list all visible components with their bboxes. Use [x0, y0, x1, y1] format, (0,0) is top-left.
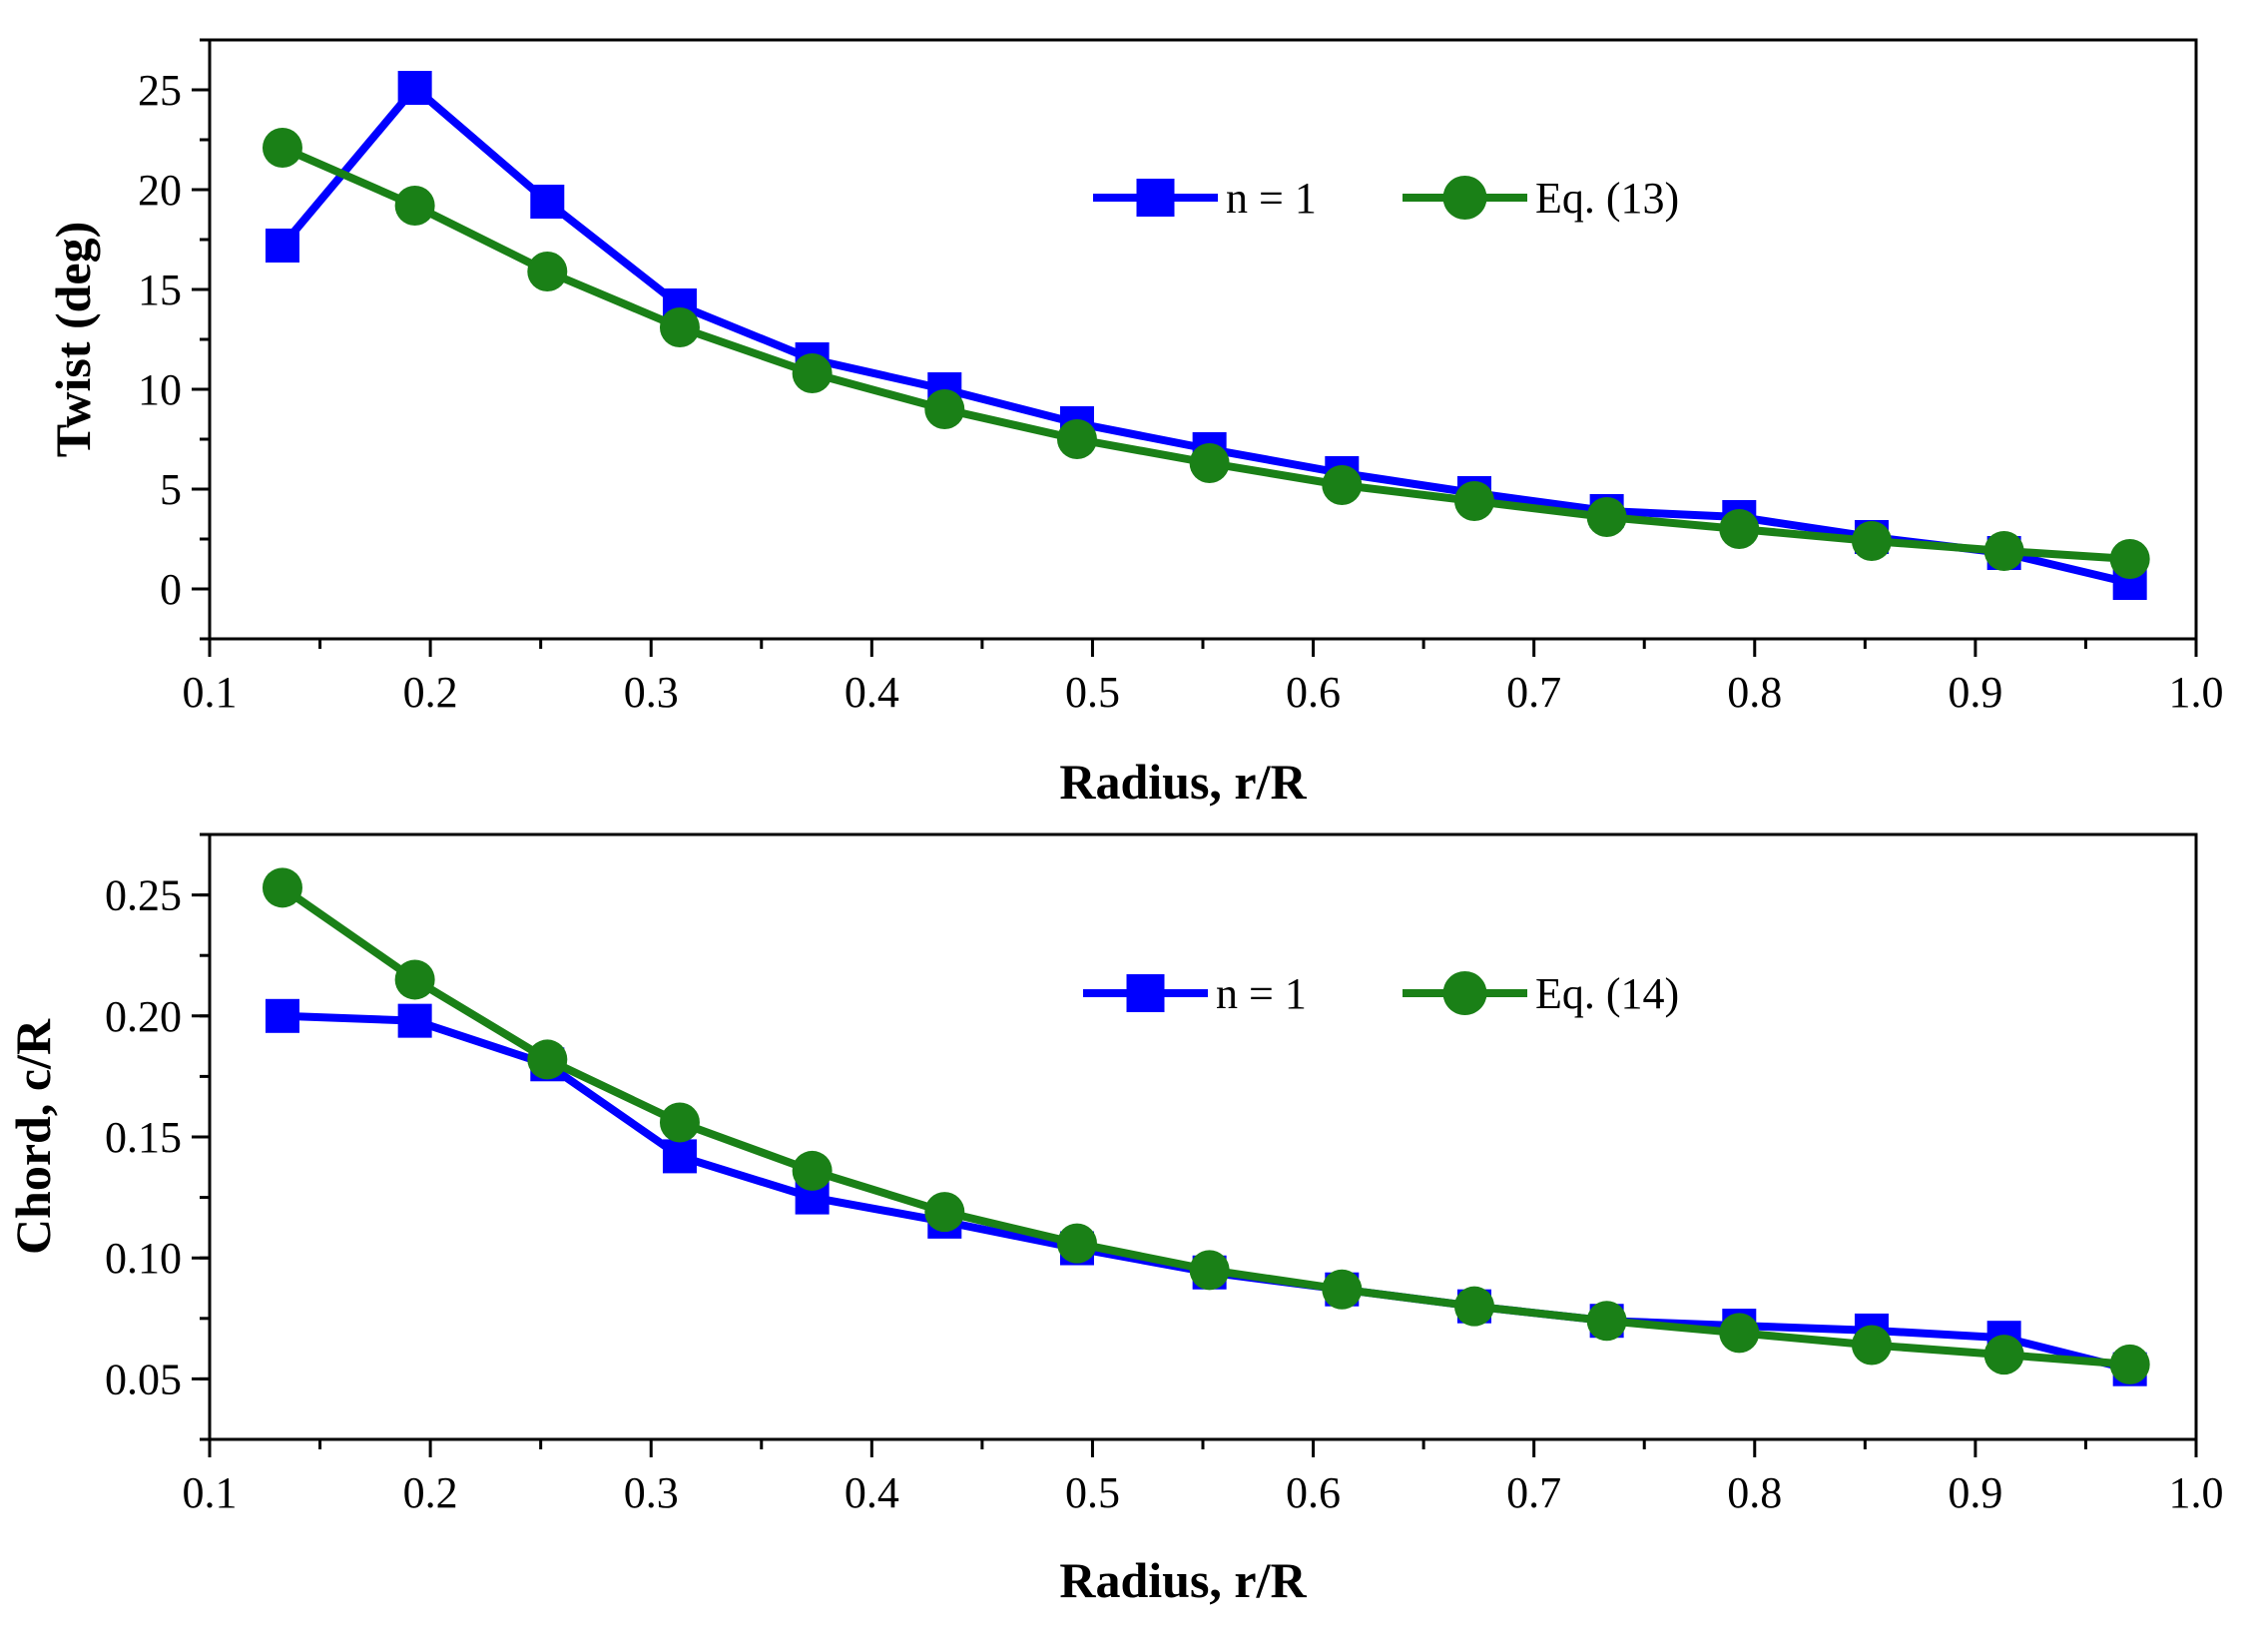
data-point-square	[397, 1003, 432, 1038]
x-tick-label: 0.7	[1506, 1468, 1561, 1517]
x-tick-label: 0.9	[1948, 668, 2002, 717]
data-point-circle	[527, 252, 568, 291]
y-tick-label: 0.25	[105, 871, 182, 920]
x-tick-label: 0.1	[183, 1468, 238, 1517]
x-tick-label: 0.2	[403, 1468, 458, 1517]
x-tick-label: 0.7	[1506, 668, 1561, 717]
data-point-circle	[1056, 1223, 1097, 1264]
data-point-circle	[1322, 1269, 1363, 1310]
x-tick-label: 0.3	[624, 668, 679, 717]
chord-chart: 0.1 0.2 0.3 0.4 0.5 0.6 0.7 0.8 0.9 1.0 0.05 0.10 0.…	[5, 832, 2224, 1608]
legend-marker-circle	[1442, 971, 1487, 1015]
data-point-circle	[792, 353, 833, 393]
plot-frame	[208, 38, 2198, 641]
legend-marker-circle	[1442, 176, 1487, 220]
data-point-circle	[394, 186, 435, 226]
data-point-circle	[2109, 539, 2150, 579]
series-line	[279, 84, 2131, 587]
data-point-circle	[1189, 1250, 1230, 1291]
y-tick-label: 0.05	[105, 1355, 182, 1403]
data-point-circle	[1453, 1286, 1494, 1327]
data-point-circle	[262, 128, 302, 168]
x-tick-label: 0.2	[403, 668, 458, 717]
x-tick-label: 0.4	[845, 1468, 899, 1517]
x-tick-label: 0.5	[1065, 668, 1120, 717]
data-point-circle	[1851, 1325, 1892, 1366]
x-tick-label: 0.6	[1286, 1468, 1341, 1517]
data-point-circle	[1322, 465, 1363, 505]
data-point-circle	[394, 959, 435, 1000]
series-line	[280, 884, 2131, 1369]
data-point-circle	[659, 307, 700, 347]
legend-label: n = 1	[1226, 174, 1317, 223]
y-tick-label: 0.20	[105, 992, 182, 1041]
x-tick-label: 0.4	[845, 668, 899, 717]
x-axis-title: Radius, r/R	[1059, 1552, 1307, 1608]
data-point-circle	[1453, 481, 1494, 521]
data-point-circle	[1586, 1301, 1627, 1342]
data-point-circle	[1189, 443, 1230, 483]
data-point-circle	[1983, 531, 2024, 571]
y-axis-title: Chord, c/R	[5, 1018, 61, 1255]
series-eq	[262, 867, 2150, 1384]
x-tick-label: 0.5	[1065, 1468, 1120, 1517]
x-tick-label: 1.0	[2169, 668, 2224, 717]
data-point-square	[397, 71, 432, 105]
legend-label: Eq. (13)	[1535, 174, 1679, 223]
data-point-circle	[1586, 497, 1627, 537]
y-tick-label: 15	[138, 266, 182, 314]
x-tick-label: 0.3	[624, 1468, 679, 1517]
y-tick-label: 0.15	[105, 1113, 182, 1162]
y-axis-title: Twist (deg)	[45, 222, 101, 458]
data-point-circle	[1719, 509, 1760, 549]
x-tick-label: 0.8	[1727, 1468, 1782, 1517]
data-point-circle	[2109, 1344, 2150, 1384]
x-tick-label: 0.1	[183, 668, 238, 717]
data-point-square	[265, 229, 299, 263]
data-point-circle	[1719, 1313, 1760, 1354]
y-tick-label: 20	[138, 166, 182, 215]
legend-marker-square	[1126, 974, 1165, 1012]
y-tick-label: 0	[160, 565, 182, 614]
y-tick-label: 25	[138, 66, 182, 115]
data-point-circle	[659, 1102, 700, 1143]
data-point-circle	[1851, 521, 1892, 561]
legend: n = 1 Eq. (14)	[1083, 969, 1679, 1018]
x-tick-label: 0.8	[1727, 668, 1782, 717]
data-point-circle	[1056, 419, 1097, 459]
data-point-circle	[792, 1150, 833, 1191]
legend-label: Eq. (14)	[1535, 969, 1679, 1018]
data-point-square	[265, 998, 299, 1033]
legend-marker-square	[1136, 179, 1175, 217]
x-tick-label: 0.9	[1948, 1468, 2002, 1517]
y-tick-label: 10	[138, 365, 182, 414]
x-axis-title: Radius, r/R	[1059, 754, 1307, 810]
data-point-circle	[924, 1192, 965, 1233]
legend-label: n = 1	[1216, 969, 1307, 1018]
series-eq	[262, 128, 2150, 579]
data-point-circle	[924, 389, 965, 429]
y-tick-label: 0.10	[105, 1234, 182, 1283]
data-point-square	[662, 1139, 697, 1174]
data-point-circle	[262, 867, 302, 908]
series-n1	[265, 71, 2147, 600]
data-point-square	[530, 185, 565, 219]
x-tick-label: 0.6	[1286, 668, 1341, 717]
data-point-circle	[1983, 1335, 2024, 1376]
x-tick-label: 1.0	[2169, 1468, 2224, 1517]
twist-chart: 0.1 0.2 0.3 0.4 0.5 0.6 0.7 0.8 0.9 1.0 0 5 10 15 20 25…	[45, 38, 2224, 810]
data-point-circle	[527, 1039, 568, 1080]
legend: n = 1 Eq. (13)	[1093, 174, 1679, 223]
y-tick-label: 5	[160, 465, 182, 514]
